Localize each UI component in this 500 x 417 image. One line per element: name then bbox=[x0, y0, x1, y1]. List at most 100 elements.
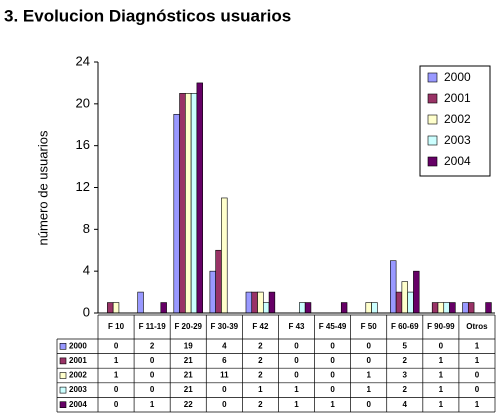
bar bbox=[251, 291, 258, 314]
table-value: 1 bbox=[439, 356, 444, 365]
table-value: 0 bbox=[330, 341, 335, 350]
bar bbox=[107, 302, 114, 314]
x-tick-label: F 43 bbox=[288, 322, 305, 331]
table-value: 0 bbox=[439, 341, 444, 350]
bar bbox=[257, 291, 264, 314]
bar bbox=[268, 291, 276, 314]
bar bbox=[262, 302, 270, 314]
table-value: 0 bbox=[366, 400, 371, 409]
bar bbox=[365, 302, 372, 314]
x-tick-label: Otros bbox=[466, 322, 488, 331]
table-value: 0 bbox=[294, 371, 299, 380]
table-value: 2 bbox=[258, 356, 263, 365]
table-value: 0 bbox=[330, 356, 335, 365]
bar bbox=[215, 249, 222, 314]
bar bbox=[407, 291, 414, 314]
bar bbox=[173, 113, 180, 314]
x-tick-label: F 20-29 bbox=[174, 322, 202, 331]
y-tick-label: 12 bbox=[76, 179, 90, 194]
table-value: 4 bbox=[403, 400, 408, 409]
bar bbox=[304, 302, 312, 314]
table-value: 0 bbox=[114, 341, 119, 350]
x-tick-label: F 11-19 bbox=[139, 322, 167, 331]
table-value: 2 bbox=[258, 400, 263, 409]
y-tick-label: 0 bbox=[83, 304, 90, 319]
table-value: 0 bbox=[475, 385, 480, 394]
x-tick-label: F 10 bbox=[108, 322, 125, 331]
table-value: 21 bbox=[184, 371, 193, 380]
y-tick-label: 8 bbox=[83, 221, 90, 236]
table-value: 0 bbox=[222, 385, 227, 394]
table-value: 21 bbox=[184, 356, 193, 365]
x-tick-label: F 50 bbox=[361, 322, 378, 331]
bar bbox=[112, 302, 120, 314]
table-value: 5 bbox=[403, 341, 408, 350]
table-value: 0 bbox=[330, 371, 335, 380]
bar bbox=[245, 291, 253, 314]
table-value: 1 bbox=[439, 385, 444, 394]
bar bbox=[209, 270, 216, 314]
table-value: 3 bbox=[403, 371, 408, 380]
bar bbox=[371, 302, 378, 314]
table-value: 0 bbox=[114, 400, 119, 409]
table-value: 1 bbox=[294, 400, 299, 409]
bar bbox=[185, 93, 192, 314]
bar bbox=[485, 302, 492, 314]
bar bbox=[340, 302, 348, 314]
table-value: 1 bbox=[258, 385, 263, 394]
table-value: 1 bbox=[114, 356, 119, 365]
chart-title: 3. Evolucion Diagnósticos usuarios bbox=[4, 6, 291, 25]
table-row-label: 2002 bbox=[69, 371, 87, 380]
bar bbox=[413, 270, 420, 314]
x-tick-label: F 30-39 bbox=[211, 322, 239, 331]
table-value: 19 bbox=[184, 341, 193, 350]
bar bbox=[443, 302, 450, 314]
bar bbox=[401, 281, 408, 314]
table-value: 0 bbox=[114, 385, 119, 394]
table-value: 0 bbox=[150, 385, 155, 394]
table-value: 0 bbox=[366, 356, 371, 365]
bar bbox=[196, 82, 203, 314]
bar bbox=[137, 291, 144, 314]
bar bbox=[437, 302, 445, 314]
table-value: 1 bbox=[294, 385, 299, 394]
bar bbox=[395, 291, 403, 314]
x-tick-label: F 60-69 bbox=[391, 322, 419, 331]
legend-label: 2001 bbox=[444, 91, 471, 105]
table-value: 0 bbox=[150, 371, 155, 380]
legend-swatch bbox=[427, 93, 438, 104]
table-value: 0 bbox=[150, 356, 155, 365]
bar bbox=[390, 260, 397, 314]
table-swatch bbox=[59, 342, 67, 350]
table-value: 1 bbox=[330, 400, 335, 409]
bar bbox=[462, 302, 469, 314]
x-tick-label: F 42 bbox=[252, 322, 269, 331]
table-swatch bbox=[59, 401, 67, 409]
table-row-label: 2000 bbox=[69, 341, 87, 350]
legend-swatch bbox=[427, 156, 438, 167]
legend-label: 2002 bbox=[444, 112, 471, 126]
bar bbox=[449, 302, 456, 314]
table-value: 1 bbox=[475, 400, 480, 409]
y-tick-label: 24 bbox=[76, 53, 90, 68]
bar bbox=[160, 302, 167, 314]
y-tick-label: 4 bbox=[83, 263, 90, 278]
table-value: 1 bbox=[150, 400, 155, 409]
legend-label: 2000 bbox=[444, 70, 471, 84]
table-value: 1 bbox=[439, 400, 444, 409]
table-value: 1 bbox=[439, 371, 444, 380]
legend-label: 2004 bbox=[444, 154, 471, 168]
table-value: 0 bbox=[330, 385, 335, 394]
table-value: 21 bbox=[184, 385, 193, 394]
table-value: 2 bbox=[258, 371, 263, 380]
table-swatch bbox=[59, 372, 67, 379]
table-value: 6 bbox=[222, 356, 227, 365]
table-value: 0 bbox=[222, 400, 227, 409]
table-value: 1 bbox=[114, 371, 119, 380]
bar bbox=[190, 93, 198, 314]
table-swatch bbox=[59, 357, 67, 365]
bar bbox=[299, 302, 306, 314]
table-value: 22 bbox=[184, 400, 193, 409]
bar bbox=[221, 197, 228, 314]
